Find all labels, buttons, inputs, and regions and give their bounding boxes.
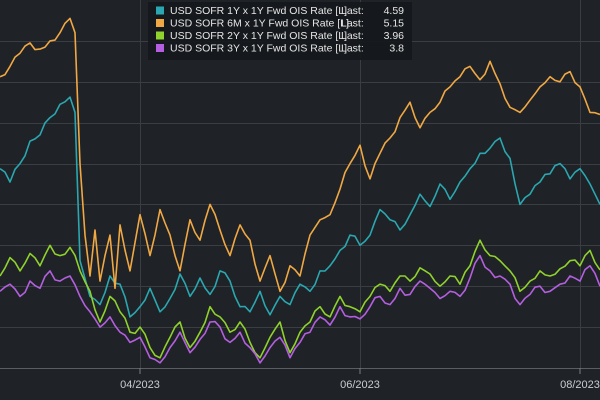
legend-series-name: USD SOFR 3Y x 1Y Fwd OIS Rate [L] bbox=[170, 43, 347, 55]
legend-swatch-3 bbox=[156, 44, 164, 52]
legend-series-name: USD SOFR 6M x 1Y Fwd OIS Rate [L] bbox=[170, 18, 349, 30]
series-line-1 bbox=[0, 17, 600, 293]
legend-swatch-1 bbox=[156, 19, 164, 27]
legend-last-label: Last: bbox=[341, 43, 364, 55]
legend-last-value: 5.15 bbox=[384, 18, 405, 30]
legend-last-label: Last: bbox=[341, 30, 364, 42]
legend-swatch-0 bbox=[156, 6, 164, 15]
legend: USD SOFR 1Y x 1Y Fwd OIS Rate [L]Last: 4.… bbox=[148, 2, 412, 60]
series-line-0 bbox=[0, 96, 600, 318]
legend-last-label: Last: bbox=[341, 18, 364, 30]
legend-last-value: 3.96 bbox=[384, 30, 405, 42]
x-axis-ticks: 04/2023 06/2023 08/2023 bbox=[120, 368, 600, 391]
legend-items: USD SOFR 1Y x 1Y Fwd OIS Rate [L]Last: 4.… bbox=[156, 5, 404, 55]
legend-last-value: 4.59 bbox=[384, 5, 405, 17]
x-tick-label: 08/2023 bbox=[560, 379, 600, 391]
legend-series-name: USD SOFR 1Y x 1Y Fwd OIS Rate [L] bbox=[170, 5, 347, 17]
legend-last-value: 3.8 bbox=[389, 43, 404, 55]
legend-background bbox=[148, 2, 412, 60]
legend-series-name: USD SOFR 2Y x 1Y Fwd OIS Rate [L] bbox=[170, 30, 347, 42]
legend-last-label: Last: bbox=[341, 5, 364, 17]
series-line-3 bbox=[0, 254, 600, 364]
legend-swatch-2 bbox=[156, 31, 164, 40]
x-tick-label: 06/2023 bbox=[340, 379, 380, 391]
x-tick-label: 04/2023 bbox=[120, 379, 160, 391]
series-lines bbox=[0, 17, 600, 364]
series-line-2 bbox=[0, 239, 600, 359]
